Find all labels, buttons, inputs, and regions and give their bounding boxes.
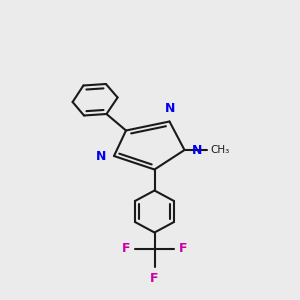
Text: N: N [192, 143, 202, 157]
Text: F: F [150, 272, 159, 284]
Text: N: N [165, 103, 176, 116]
Text: CH₃: CH₃ [210, 145, 229, 155]
Text: N: N [96, 150, 106, 163]
Text: F: F [122, 242, 130, 256]
Text: F: F [178, 242, 187, 256]
